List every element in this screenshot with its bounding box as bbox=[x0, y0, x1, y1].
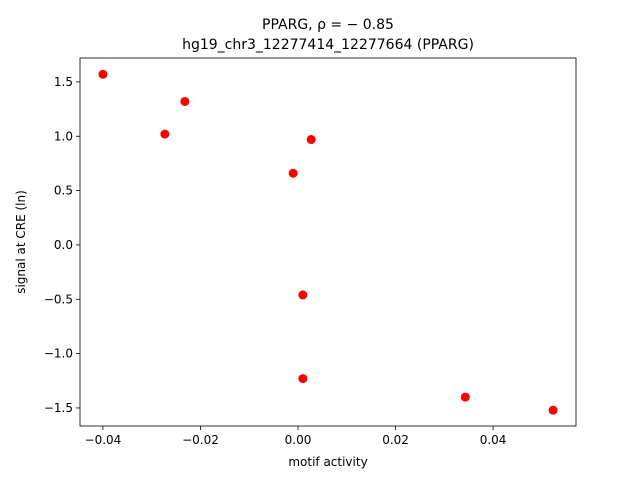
y-axis-label: signal at CRE (ln) bbox=[14, 190, 28, 294]
y-tick-label: −1.0 bbox=[44, 347, 73, 361]
y-tick-label: 0.5 bbox=[54, 184, 73, 198]
y-tick-label: 1.0 bbox=[54, 129, 73, 143]
point bbox=[306, 135, 316, 145]
point bbox=[160, 129, 170, 139]
x-tick-label: 0.04 bbox=[480, 433, 507, 447]
x-tick-label: 0.00 bbox=[285, 433, 312, 447]
y-tick-label: 1.5 bbox=[54, 75, 73, 89]
point bbox=[298, 290, 308, 300]
point bbox=[298, 374, 308, 384]
point bbox=[98, 69, 108, 79]
chart-subtitle: hg19_chr3_12277414_12277664 (PPARG) bbox=[182, 37, 474, 53]
x-tick-label: 0.02 bbox=[382, 433, 409, 447]
point bbox=[180, 96, 190, 106]
y-tick-label: 0.0 bbox=[54, 238, 73, 252]
x-tick-label: −0.04 bbox=[85, 433, 122, 447]
point bbox=[288, 168, 298, 178]
y-tick-label: −1.5 bbox=[44, 401, 73, 415]
chart-title: PPARG, ρ = − 0.85 bbox=[262, 17, 394, 33]
point bbox=[548, 405, 558, 415]
plot-frame bbox=[79, 57, 577, 427]
point bbox=[460, 392, 470, 402]
x-tick-label: −0.02 bbox=[182, 433, 219, 447]
y-tick-label: −0.5 bbox=[44, 292, 73, 306]
x-axis-label: motif activity bbox=[288, 455, 367, 469]
